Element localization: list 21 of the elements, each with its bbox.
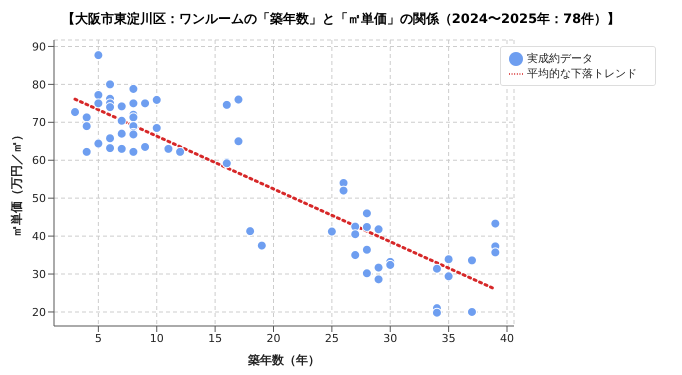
legend-label: 実成約データ <box>527 52 593 65</box>
x-tick-label: 10 <box>150 332 164 345</box>
y-axis-title: ㎡単価（万円／㎡） <box>9 129 24 237</box>
y-tick-label: 70 <box>32 116 46 130</box>
y-tick-label: 90 <box>32 40 46 54</box>
x-axis-title: 築年数（年） <box>247 353 320 367</box>
x-tick-label: 30 <box>383 332 398 345</box>
x-tick-label: 35 <box>442 332 456 345</box>
y-tick-label: 20 <box>32 306 46 319</box>
y-tick-label: 60 <box>32 154 46 168</box>
chart-title: 【大阪市東淀川区：ワンルームの「築年数」と「㎡単価」の関係（2024〜2025年：78件）】 <box>60 10 622 29</box>
y-tick-label: 80 <box>32 78 46 92</box>
x-tick-label: 20 <box>266 332 280 345</box>
legend-label: 平均的な下落トレンド <box>527 67 637 80</box>
y-tick-label: 50 <box>32 192 46 206</box>
x-tick-label: 25 <box>324 332 339 345</box>
x-tick-label: 15 <box>208 332 222 345</box>
y-tick-label: 40 <box>32 230 46 244</box>
x-tick-label: 40 <box>500 332 514 345</box>
y-tick-label: 30 <box>32 268 46 281</box>
x-tick-label: 5 <box>94 332 102 345</box>
